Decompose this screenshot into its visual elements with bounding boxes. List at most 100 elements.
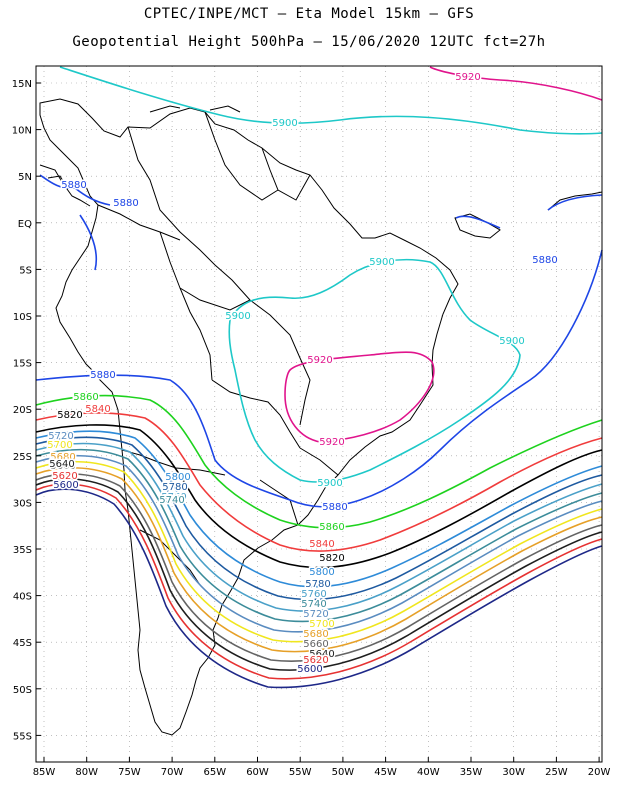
contour-5640 — [35, 478, 603, 671]
contour-5760 — [35, 442, 603, 612]
lon-label: 35W — [460, 767, 483, 778]
coastline — [249, 299, 311, 426]
coastline — [39, 164, 91, 207]
contour-5660 — [35, 473, 603, 662]
lat-label: 10N — [12, 126, 32, 137]
contour-label-5920: 5920 — [319, 437, 344, 448]
contour-label-5780: 5780 — [162, 482, 187, 493]
coastline — [547, 191, 603, 211]
contour-5880 — [39, 174, 111, 206]
geopotential-contours — [35, 66, 603, 689]
contour-5880 — [547, 194, 603, 211]
coastline — [121, 449, 226, 476]
contour-5600 — [35, 488, 603, 689]
contour-label-5920: 5920 — [455, 72, 480, 83]
map-frame — [35, 65, 603, 763]
contour-label-5800: 5800 — [309, 567, 334, 578]
lat-label: 40S — [13, 592, 32, 603]
contour-label-5820: 5820 — [319, 553, 344, 564]
contour-5900 — [228, 258, 521, 483]
contour-label-5640: 5640 — [49, 459, 74, 470]
contour-label-5620: 5620 — [52, 471, 77, 482]
lat-label: 55S — [13, 731, 32, 742]
map-subtitle: Geopotential Height 500hPa – 15/06/2020 … — [72, 34, 546, 50]
lon-label: 45W — [374, 767, 397, 778]
coastline — [39, 98, 459, 736]
contour-label-5920: 5920 — [307, 355, 332, 366]
coastline — [209, 105, 241, 113]
lat-label: 25S — [13, 452, 32, 463]
contour-5880 — [455, 215, 501, 229]
contour-label-5600: 5600 — [53, 480, 78, 491]
lon-label: 75W — [118, 767, 141, 778]
contour-label-5700: 5700 — [309, 619, 334, 630]
coastline — [47, 175, 67, 187]
lon-label: 60W — [246, 767, 269, 778]
coastline — [211, 379, 301, 449]
contour-label-5880: 5880 — [61, 180, 86, 191]
lon-label: 85W — [33, 767, 56, 778]
contour-5620 — [35, 483, 603, 680]
lat-label: 15S — [13, 359, 32, 370]
contour-5900 — [59, 66, 603, 135]
lat-label: 20S — [13, 405, 32, 416]
contour-label-5760: 5760 — [161, 492, 186, 503]
coastline — [179, 287, 251, 311]
contour-label-5660: 5660 — [303, 639, 328, 650]
contour-labels: 5920 5920 5920 5900 5900 5900 5900 5900 5880 5880… — [46, 71, 559, 677]
contour-label-5760: 5760 — [301, 589, 326, 600]
contour-label-5880: 5880 — [322, 502, 347, 513]
lon-label: 30W — [502, 767, 525, 778]
contour-5860 — [35, 394, 603, 529]
contour-5680 — [35, 467, 603, 653]
contour-label-5880: 5880 — [532, 255, 557, 266]
coastline — [149, 105, 181, 113]
contour-5920 — [429, 66, 603, 101]
lat-label: 10S — [13, 312, 32, 323]
map-title: CPTEC/INPE/MCT – Eta Model 15km – GFS — [143, 6, 475, 22]
contour-label-5900: 5900 — [317, 478, 342, 489]
coastline — [261, 147, 311, 201]
coastline — [204, 111, 279, 201]
contour-label-5600: 5600 — [297, 664, 322, 675]
lat-label: 50S — [13, 685, 32, 696]
contour-5720 — [35, 454, 603, 633]
coastline — [127, 126, 251, 301]
contour-label-5840: 5840 — [309, 539, 334, 550]
contour-label-5680: 5680 — [303, 629, 328, 640]
lat-label: 5S — [19, 265, 32, 276]
lon-label: 55W — [289, 767, 312, 778]
contour-label-5900: 5900 — [225, 311, 250, 322]
contour-label-5900: 5900 — [499, 336, 524, 347]
lon-label: 40W — [417, 767, 440, 778]
lon-label: 50W — [332, 767, 355, 778]
contour-label-5620: 5620 — [303, 655, 328, 666]
lat-label: EQ — [18, 219, 32, 230]
lon-label: 65W — [203, 767, 226, 778]
contour-label-5800: 5800 — [165, 472, 190, 483]
contour-5920 — [284, 351, 435, 443]
contour-label-5740: 5740 — [301, 599, 326, 610]
contour-5840 — [35, 412, 603, 552]
contour-label-5820: 5820 — [57, 410, 82, 421]
contour-label-5720: 5720 — [48, 431, 73, 442]
lat-label: 15N — [12, 79, 32, 90]
lat-label: 5N — [18, 172, 32, 183]
lat-label: 35S — [13, 545, 32, 556]
contour-label-5860: 5860 — [319, 522, 344, 533]
coastline — [159, 231, 213, 381]
contour-5880 — [35, 249, 603, 508]
contour-5740 — [35, 448, 603, 623]
contour-5880 — [79, 214, 98, 271]
contour-label-5660: 5660 — [50, 461, 75, 472]
contour-label-5740: 5740 — [159, 495, 184, 506]
coastline — [97, 204, 181, 241]
lat-label: 30S — [13, 498, 32, 509]
contour-label-5880: 5880 — [90, 370, 115, 381]
contour-5820 — [35, 424, 603, 569]
contour-5800 — [35, 430, 603, 588]
lon-label: 20W — [588, 767, 611, 778]
contour-label-5900: 5900 — [369, 257, 394, 268]
coastlines-borders — [39, 98, 603, 736]
